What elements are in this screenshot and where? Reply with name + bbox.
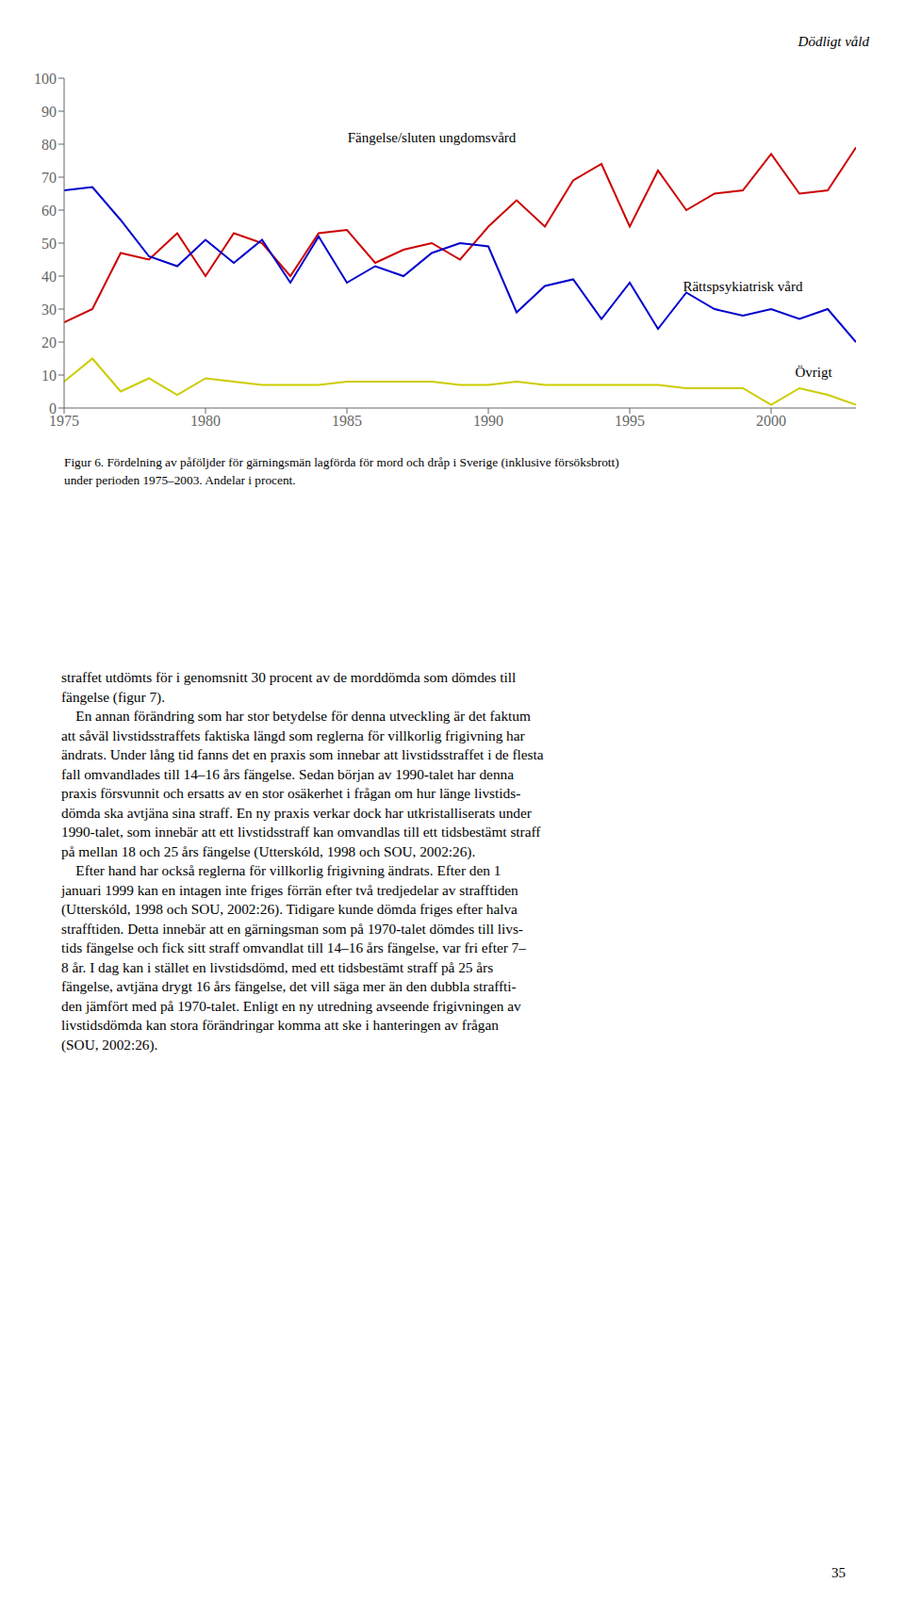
svg-text:40: 40 (41, 268, 57, 285)
svg-text:0: 0 (49, 400, 57, 417)
svg-text:70: 70 (41, 169, 57, 186)
html-text:ändrats. Under lång tid fanns: ändrats. Under lång tid fanns det en pra… (61, 746, 544, 763)
svg-text:60: 60 (41, 202, 57, 219)
html-text:under perioden 1975–2003. Ande: under perioden 1975–2003. Andelar i proc… (64, 473, 296, 488)
svg-text:30: 30 (41, 301, 57, 318)
svg-text:Rättspsykiatrisk vård: Rättspsykiatrisk vård (682, 279, 804, 295)
html-text:på mellan 18 och 25 års fängel: på mellan 18 och 25 års fängelse (Utters… (61, 843, 476, 860)
html-text:straffet utdömts för i genomsn: straffet utdömts för i genomsnitt 30 pro… (61, 669, 517, 686)
svg-text:20: 20 (41, 334, 57, 351)
html-text:den jämfört med på 1970-talet.: den jämfört med på 1970-talet. Enligt en… (61, 997, 522, 1014)
html-text:fall omvandlades till 14–16 år: fall omvandlades till 14–16 års fängelse… (61, 765, 514, 782)
html-text:En annan förändring som har st: En annan förändring som har stor betydel… (61, 707, 531, 724)
html-text:praxis försvunnit och ersatts: praxis försvunnit och ersatts av en stor… (61, 785, 521, 802)
svg-text:1995: 1995 (614, 412, 645, 429)
svg-text:Övrigt: Övrigt (794, 364, 833, 380)
html-text:strafftiden. Detta innebär att: strafftiden. Detta innebär att en gärnin… (61, 920, 524, 937)
html-text:fängelse (figur 7).: fängelse (figur 7). (61, 688, 165, 705)
svg-text:50: 50 (41, 235, 57, 252)
html-text:att såväl livstidsstraffets fa: att såväl livstidsstraffets faktiska län… (61, 727, 525, 744)
html-text:tids fängelse och fick sitt st: tids fängelse och fick sitt straff omvan… (61, 939, 526, 956)
html-text:livstidsdömda kan stora föränd: livstidsdömda kan stora förändringar kom… (61, 1017, 499, 1034)
html-text:Efter hand har också reglerna: Efter hand har också reglerna för villko… (61, 862, 501, 879)
html-text:35: 35 (831, 1565, 846, 1581)
html-text:8 år. I dag kan i stället en l: 8 år. I dag kan i stället en livstidsdöm… (61, 959, 494, 976)
svg-text:1975: 1975 (49, 413, 80, 430)
html-text:1990-talet, som innebär att et: 1990-talet, som innebär att ett livstids… (61, 823, 541, 840)
html-text:dömda ska avtjäna sina straff.: dömda ska avtjäna sina straff. En ny pra… (61, 804, 532, 821)
html-text:(SOU, 2002:26).: (SOU, 2002:26). (61, 1036, 158, 1053)
svg-text:1985: 1985 (331, 412, 362, 429)
html-text:Dödligt våld: Dödligt våld (798, 33, 870, 50)
svg-text:100: 100 (33, 70, 57, 87)
svg-text:80: 80 (41, 136, 57, 153)
html-text:Figur 6. Fördelning av påföljd: Figur 6. Fördelning av påföljder för gär… (64, 455, 619, 470)
svg-text:10: 10 (41, 367, 57, 384)
html-text:januari 1999 kan en intagen in: januari 1999 kan en intagen inte friges … (61, 881, 519, 898)
svg-text:1990: 1990 (473, 412, 504, 429)
svg-text:90: 90 (41, 103, 57, 120)
svg-text:1980: 1980 (190, 412, 221, 429)
html-text:(Utterskóld, 1998 och SOU, 200: (Utterskóld, 1998 och SOU, 2002:26). Tid… (61, 901, 518, 918)
html-text:fängelse, avtjäna drygt 16 års: fängelse, avtjäna drygt 16 års fängelse,… (61, 978, 517, 995)
svg-text:Fängelse/sluten ungdomsvård: Fängelse/sluten ungdomsvård (347, 130, 517, 146)
svg-text:2000: 2000 (756, 412, 787, 429)
